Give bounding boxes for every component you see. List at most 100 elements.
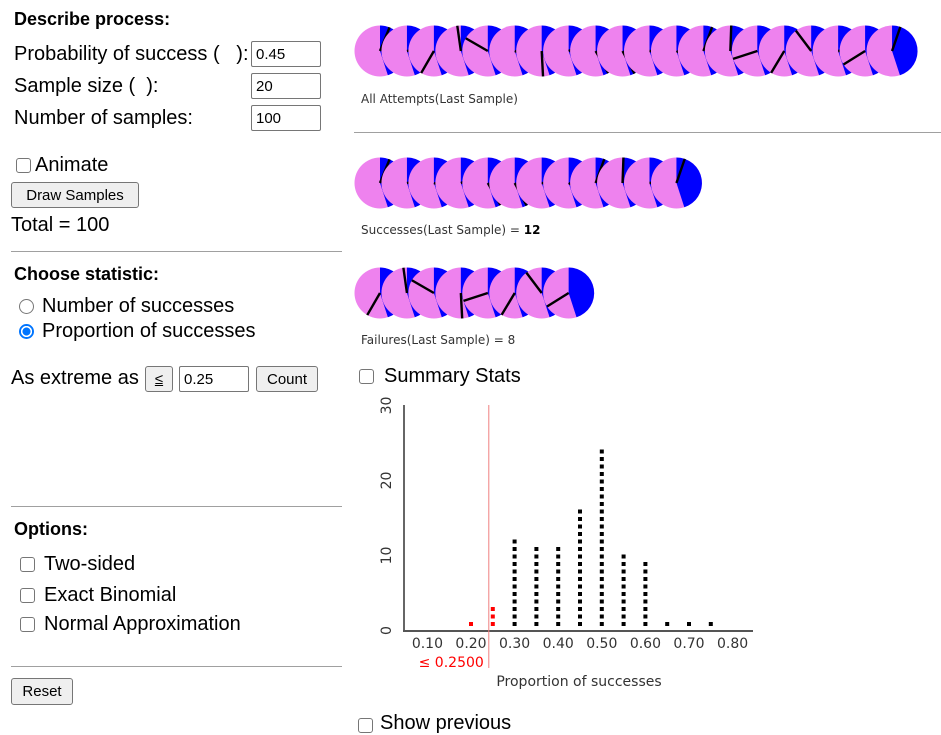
spinner-needle [732,49,758,61]
data-dot [556,562,561,566]
data-dot [578,569,582,574]
data-dot [665,622,670,626]
extreme-value-input[interactable] [179,366,249,392]
data-dot [621,622,626,626]
summary-stats-checkbox[interactable] [359,369,374,384]
data-dot [599,577,604,581]
data-dot [599,539,604,544]
exact-binomial-label: Exact Binomial [44,584,177,606]
probability-input[interactable] [251,41,321,67]
spinner-needle [420,50,435,74]
sample-size-input[interactable] [251,73,321,99]
data-dot [578,547,582,551]
data-dot [556,554,561,559]
divider [11,506,342,507]
data-dot [578,524,582,529]
x-tick-label: 0.60 [630,636,661,652]
data-dot [578,532,582,536]
total-count: Total = 100 [11,214,110,236]
x-tick-label: 0.80 [717,636,748,652]
sample-size-label: Sample size ( ): [14,75,159,97]
all-attempts-spinners [354,25,918,77]
data-dot [599,479,604,484]
data-dot [578,554,582,559]
data-dot [556,614,561,619]
spinner-needle [500,292,516,316]
data-dot [534,547,539,551]
data-dot [643,569,648,574]
data-dot [599,614,604,619]
number-of-successes-radio[interactable] [19,299,34,314]
number-of-successes-label: Number of successes [42,295,235,317]
exact-binomial-checkbox[interactable] [20,588,35,603]
data-dot [621,562,626,566]
spinner-pie [543,267,595,319]
data-dot [534,562,539,566]
data-dot [599,502,604,506]
animate-checkbox[interactable] [16,158,31,173]
data-dot [599,509,604,514]
data-dot [534,569,539,574]
data-dot [599,554,604,559]
draw-samples-button[interactable]: Draw Samples [11,182,139,208]
failures-spinners [354,267,595,319]
data-dot [556,569,561,574]
successes-caption-label: Successes(Last Sample) = [361,223,524,237]
successes-spinners [354,157,702,209]
data-dot [621,577,626,581]
data-dot [578,592,582,596]
data-dot [708,622,713,626]
spinner-pie [866,25,918,77]
spinner-needle [594,158,606,184]
number-of-samples-input[interactable] [251,105,321,131]
data-dot [621,607,626,611]
x-tick-labels: 0.10 0.20 0.30 0.40 0.50 0.60 0.70 0.80 [412,636,748,652]
data-dot [643,584,648,589]
two-sided-label: Two-sided [44,553,136,575]
data-dot [512,614,517,619]
data-dot [512,547,517,551]
data-dot [599,547,604,551]
x-tick-label: 0.30 [499,636,530,652]
proportion-of-successes-radio[interactable] [19,324,34,339]
spinner-needle [411,279,435,295]
spinner-needle [366,292,382,316]
data-dot [556,607,561,611]
data-dot [534,607,539,611]
normal-approximation-checkbox[interactable] [20,617,35,632]
cutoff-label: ≤ 0.2500 [419,655,484,671]
data-dot [578,614,582,619]
data-dot [578,517,582,521]
data-dot [599,599,604,604]
spinner-pie [650,157,702,209]
failures-count: 8 [507,333,516,347]
reset-button[interactable]: Reset [11,678,73,705]
data-dot [512,562,517,566]
y-tick-label: 10 [379,547,395,565]
spinner-needle [525,271,543,294]
data-dot [599,449,604,454]
dot-plot-chart: 0 10 20 30 0.10 0.20 0.30 0.40 0.50 0.60 0.70 0.80… [379,397,753,690]
proportion-of-successes-label: Proportion of successes [42,320,256,342]
data-dot [578,584,582,589]
data-dot [512,577,517,581]
data-dot [512,622,517,626]
data-dot [621,554,626,559]
spinner-needle [842,49,866,66]
divider [11,666,342,667]
count-button[interactable]: Count [256,366,318,392]
data-dot [578,562,582,566]
data-dot [512,584,517,589]
data-dot [534,614,539,619]
two-sided-checkbox[interactable] [20,557,35,572]
divider [354,132,941,133]
data-dot [599,487,604,491]
data-dot [687,622,691,626]
data-dot [490,622,495,626]
data-dot [578,539,582,544]
spinner-needle [456,25,463,52]
data-dot [556,599,561,604]
data-dot [599,457,604,461]
data-dot [556,584,561,589]
inequality-toggle-button[interactable]: ≤ [145,366,173,392]
